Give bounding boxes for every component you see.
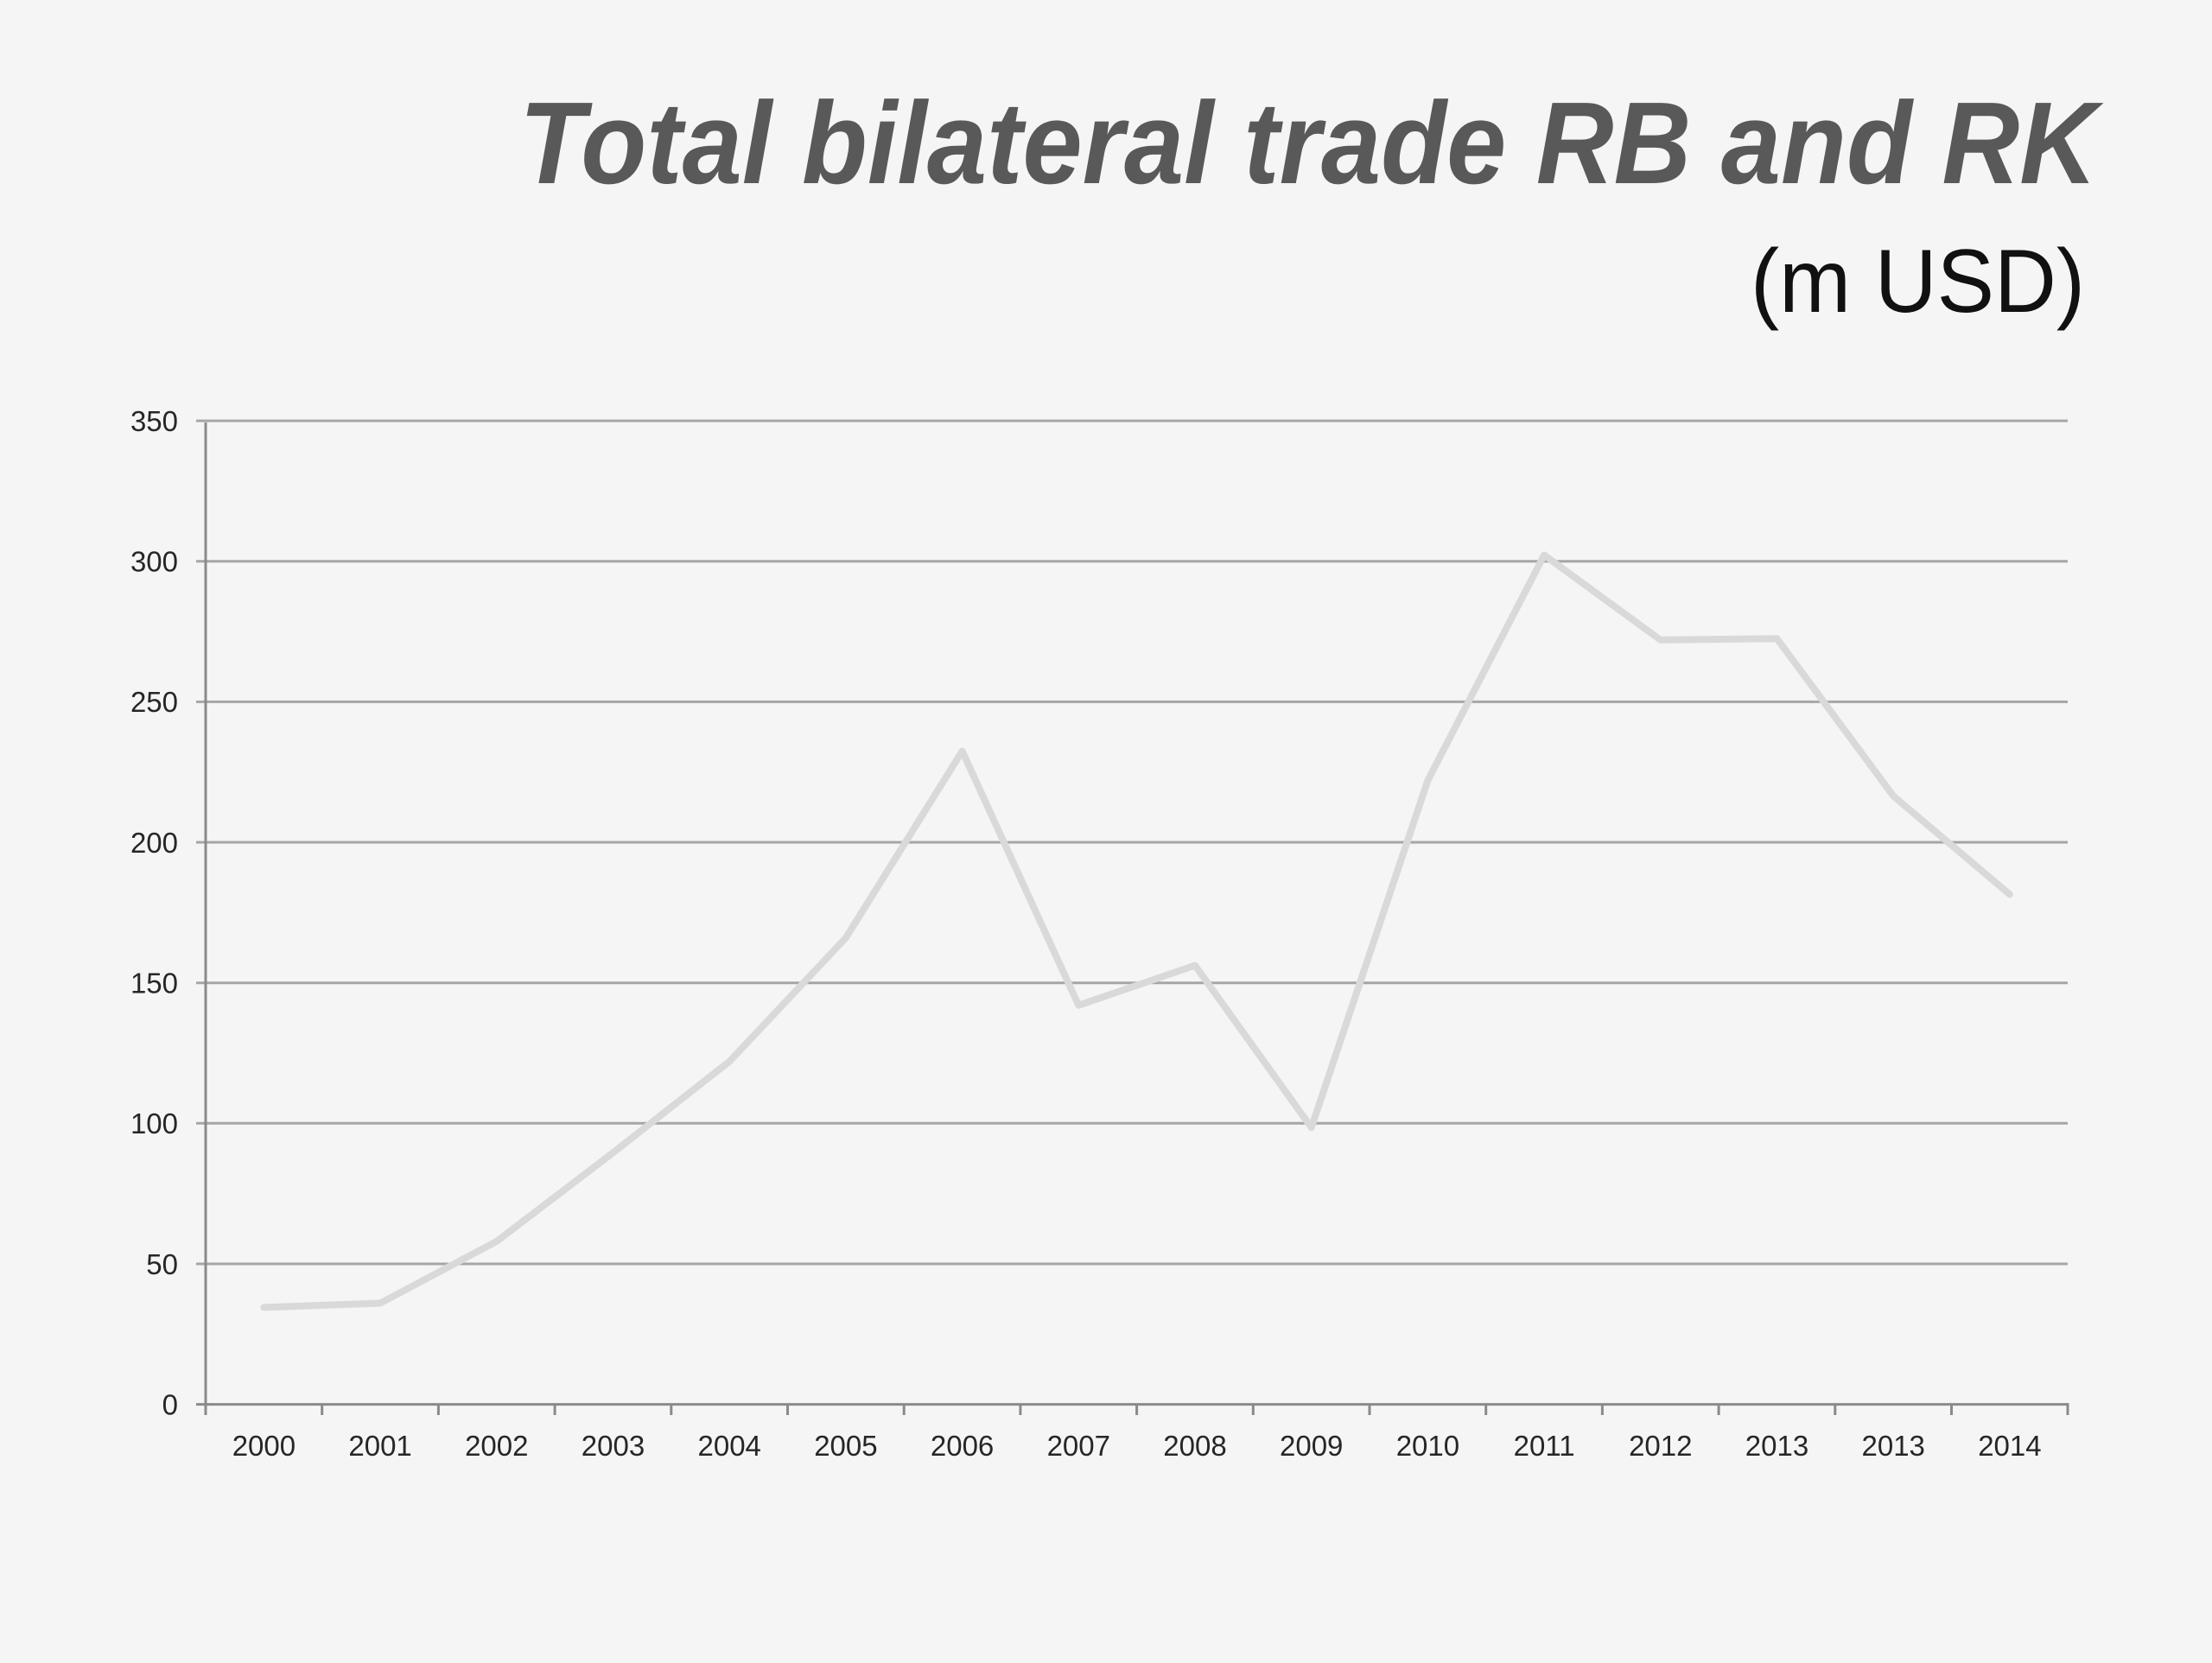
svg-text:350: 350 bbox=[130, 405, 178, 437]
svg-text:2013: 2013 bbox=[1861, 1430, 1924, 1462]
svg-text:2014: 2014 bbox=[1978, 1430, 2041, 1462]
svg-text:2000: 2000 bbox=[232, 1430, 296, 1462]
svg-text:150: 150 bbox=[130, 968, 178, 1000]
svg-text:50: 50 bbox=[146, 1248, 178, 1280]
svg-text:250: 250 bbox=[130, 686, 178, 718]
svg-text:2006: 2006 bbox=[931, 1430, 994, 1462]
svg-text:2007: 2007 bbox=[1047, 1430, 1110, 1462]
svg-text:2012: 2012 bbox=[1629, 1430, 1692, 1462]
svg-text:0: 0 bbox=[162, 1388, 178, 1420]
svg-text:2013: 2013 bbox=[1745, 1430, 1808, 1462]
svg-text:2001: 2001 bbox=[348, 1430, 411, 1462]
svg-text:2008: 2008 bbox=[1163, 1430, 1226, 1462]
svg-text:Total bilateral trade RB and R: Total bilateral trade RB and RK bbox=[519, 78, 2104, 208]
svg-text:(m USD): (m USD) bbox=[1751, 232, 2085, 332]
svg-text:2010: 2010 bbox=[1396, 1430, 1459, 1462]
svg-text:2009: 2009 bbox=[1280, 1430, 1343, 1462]
svg-text:2005: 2005 bbox=[814, 1430, 877, 1462]
svg-text:2002: 2002 bbox=[465, 1430, 528, 1462]
svg-text:2003: 2003 bbox=[582, 1430, 645, 1462]
svg-text:200: 200 bbox=[130, 827, 178, 859]
svg-text:2011: 2011 bbox=[1514, 1430, 1575, 1462]
svg-text:300: 300 bbox=[130, 546, 178, 578]
svg-text:100: 100 bbox=[130, 1108, 178, 1139]
svg-text:2004: 2004 bbox=[697, 1430, 760, 1462]
